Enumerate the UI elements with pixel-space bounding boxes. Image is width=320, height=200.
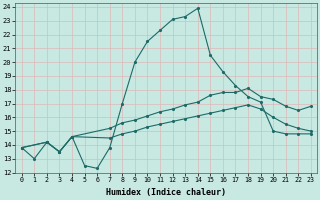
X-axis label: Humidex (Indice chaleur): Humidex (Indice chaleur) <box>106 188 226 197</box>
